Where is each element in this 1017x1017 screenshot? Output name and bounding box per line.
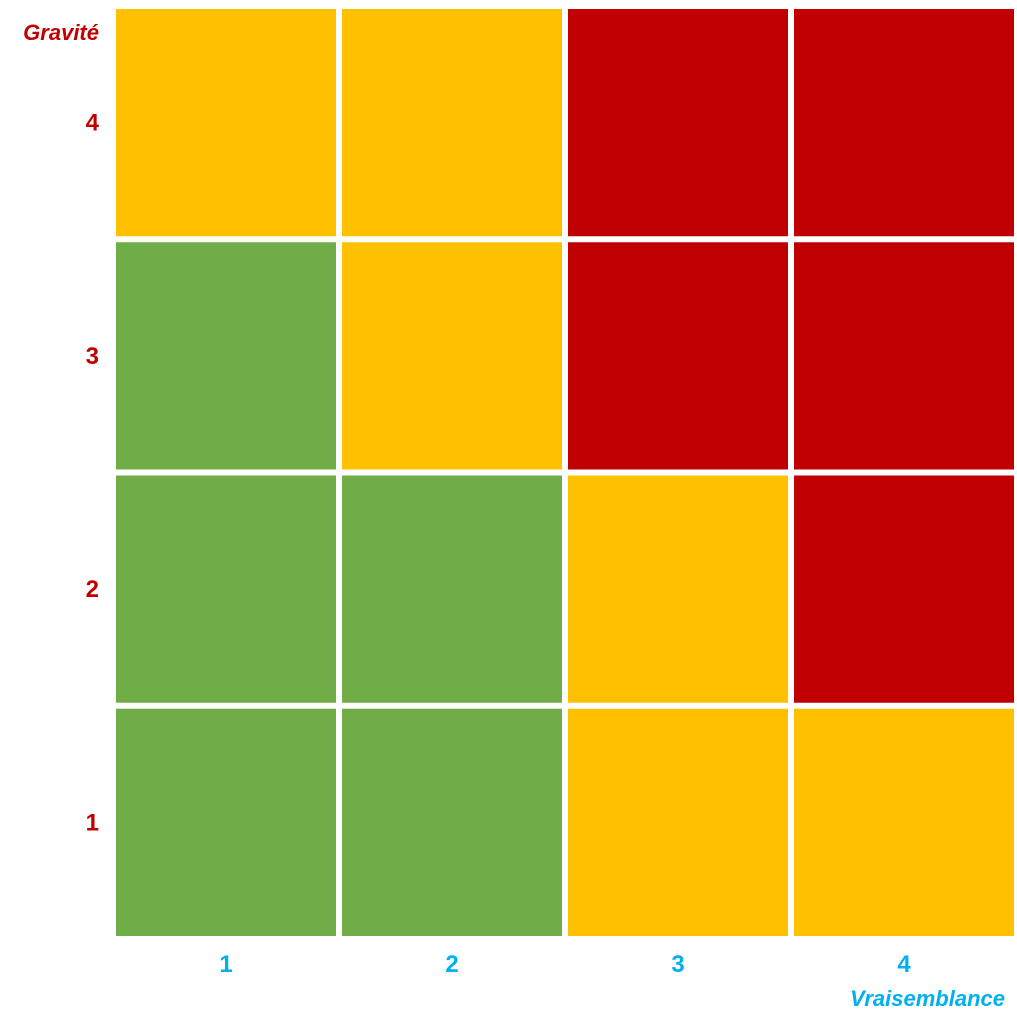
x-axis-label: Vraisemblance bbox=[850, 986, 1005, 1011]
x-tick-label: 2 bbox=[445, 951, 458, 978]
y-tick-label: 1 bbox=[86, 809, 99, 836]
y-tick-label: 3 bbox=[86, 343, 99, 370]
matrix-cell-g2-v4 bbox=[794, 475, 1014, 703]
y-tick-label: 2 bbox=[86, 576, 99, 603]
matrix-cell-g2-v2 bbox=[342, 475, 562, 703]
matrix-cell-g3-v2 bbox=[342, 242, 562, 470]
matrix-cell-g1-v3 bbox=[568, 708, 788, 936]
y-axis-label: Gravité bbox=[23, 20, 99, 45]
matrix-cell-g4-v4 bbox=[794, 9, 1014, 237]
y-axis-ticks: 1 2 3 4 bbox=[86, 110, 100, 837]
x-axis-ticks: 1 2 3 4 bbox=[219, 951, 911, 978]
matrix-cell-g4-v2 bbox=[342, 9, 562, 237]
matrix-cell-g3-v3 bbox=[568, 242, 788, 470]
matrix-cell-g4-v1 bbox=[116, 9, 336, 237]
matrix-cell-g1-v4 bbox=[794, 708, 1014, 936]
matrix-cell-g3-v1 bbox=[116, 242, 336, 470]
x-tick-label: 1 bbox=[219, 951, 232, 978]
matrix-cell-g2-v3 bbox=[568, 475, 788, 703]
matrix-cell-g4-v3 bbox=[568, 9, 788, 237]
x-tick-label: 4 bbox=[897, 951, 911, 978]
matrix-cell-g1-v2 bbox=[342, 708, 562, 936]
matrix-cell-g1-v1 bbox=[116, 708, 336, 936]
matrix-cell-g2-v1 bbox=[116, 475, 336, 703]
matrix-cells bbox=[116, 9, 1014, 936]
y-tick-label: 4 bbox=[86, 110, 100, 137]
x-tick-label: 3 bbox=[671, 951, 684, 978]
matrix-cell-g3-v4 bbox=[794, 242, 1014, 470]
